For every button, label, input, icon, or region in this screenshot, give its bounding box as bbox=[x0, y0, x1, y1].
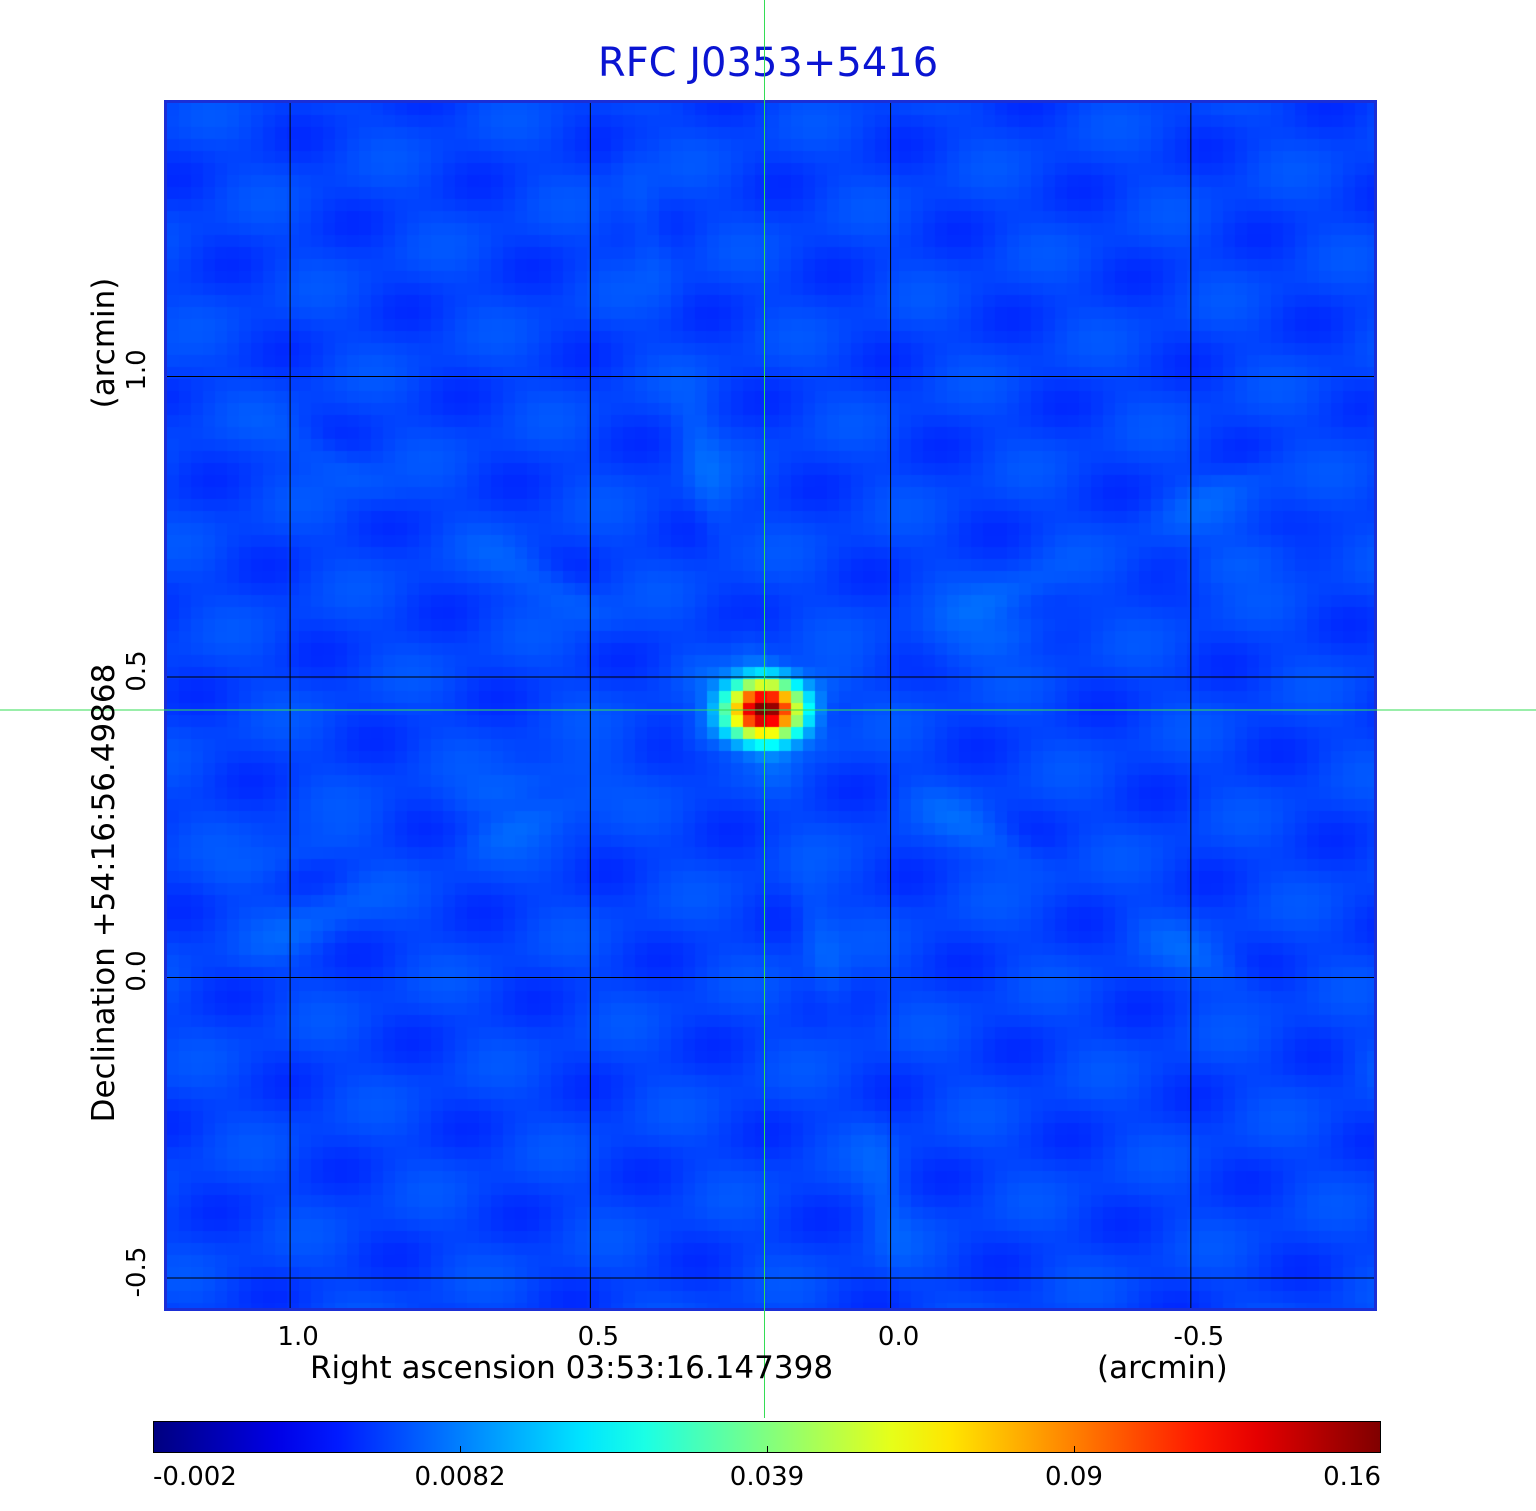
coordinate-grid bbox=[167, 103, 1374, 1308]
x-tick-label: 0.0 bbox=[877, 1322, 920, 1352]
image-panel[interactable] bbox=[164, 100, 1377, 1311]
y-tick-label: -0.5 bbox=[122, 1246, 152, 1298]
colorbar-tick-label: 0.09 bbox=[1045, 1462, 1103, 1492]
colorbar-tick-label: 0.16 bbox=[1323, 1462, 1381, 1492]
x-axis-unit: (arcmin) bbox=[1097, 1350, 1228, 1386]
y-tick-label: 1.0 bbox=[122, 349, 152, 392]
y-tick-label: 0.0 bbox=[122, 950, 152, 993]
intensity-map bbox=[167, 103, 1374, 1308]
colorbar-tick-mark bbox=[767, 1446, 768, 1453]
colorbar-tick-mark bbox=[1074, 1446, 1075, 1453]
plot-title: RFC J0353+5416 bbox=[597, 40, 939, 86]
y-axis-unit: (arcmin) bbox=[86, 277, 122, 409]
y-axis-label: Declination +54:16:56.49868 bbox=[86, 663, 122, 1123]
x-tick-label: 1.0 bbox=[277, 1322, 319, 1352]
x-tick-label: -0.5 bbox=[1173, 1322, 1225, 1352]
x-axis-label: Right ascension 03:53:16.147398 bbox=[310, 1350, 834, 1386]
colorbar-tick-mark bbox=[460, 1446, 461, 1453]
x-tick-label: 0.5 bbox=[577, 1322, 620, 1352]
colorbar-tick-label: -0.002 bbox=[153, 1462, 237, 1492]
colorbar-tick-label: 0.0082 bbox=[414, 1462, 506, 1492]
y-tick-label: 0.5 bbox=[122, 650, 152, 692]
colorbar-tick-label: 0.039 bbox=[729, 1462, 805, 1492]
